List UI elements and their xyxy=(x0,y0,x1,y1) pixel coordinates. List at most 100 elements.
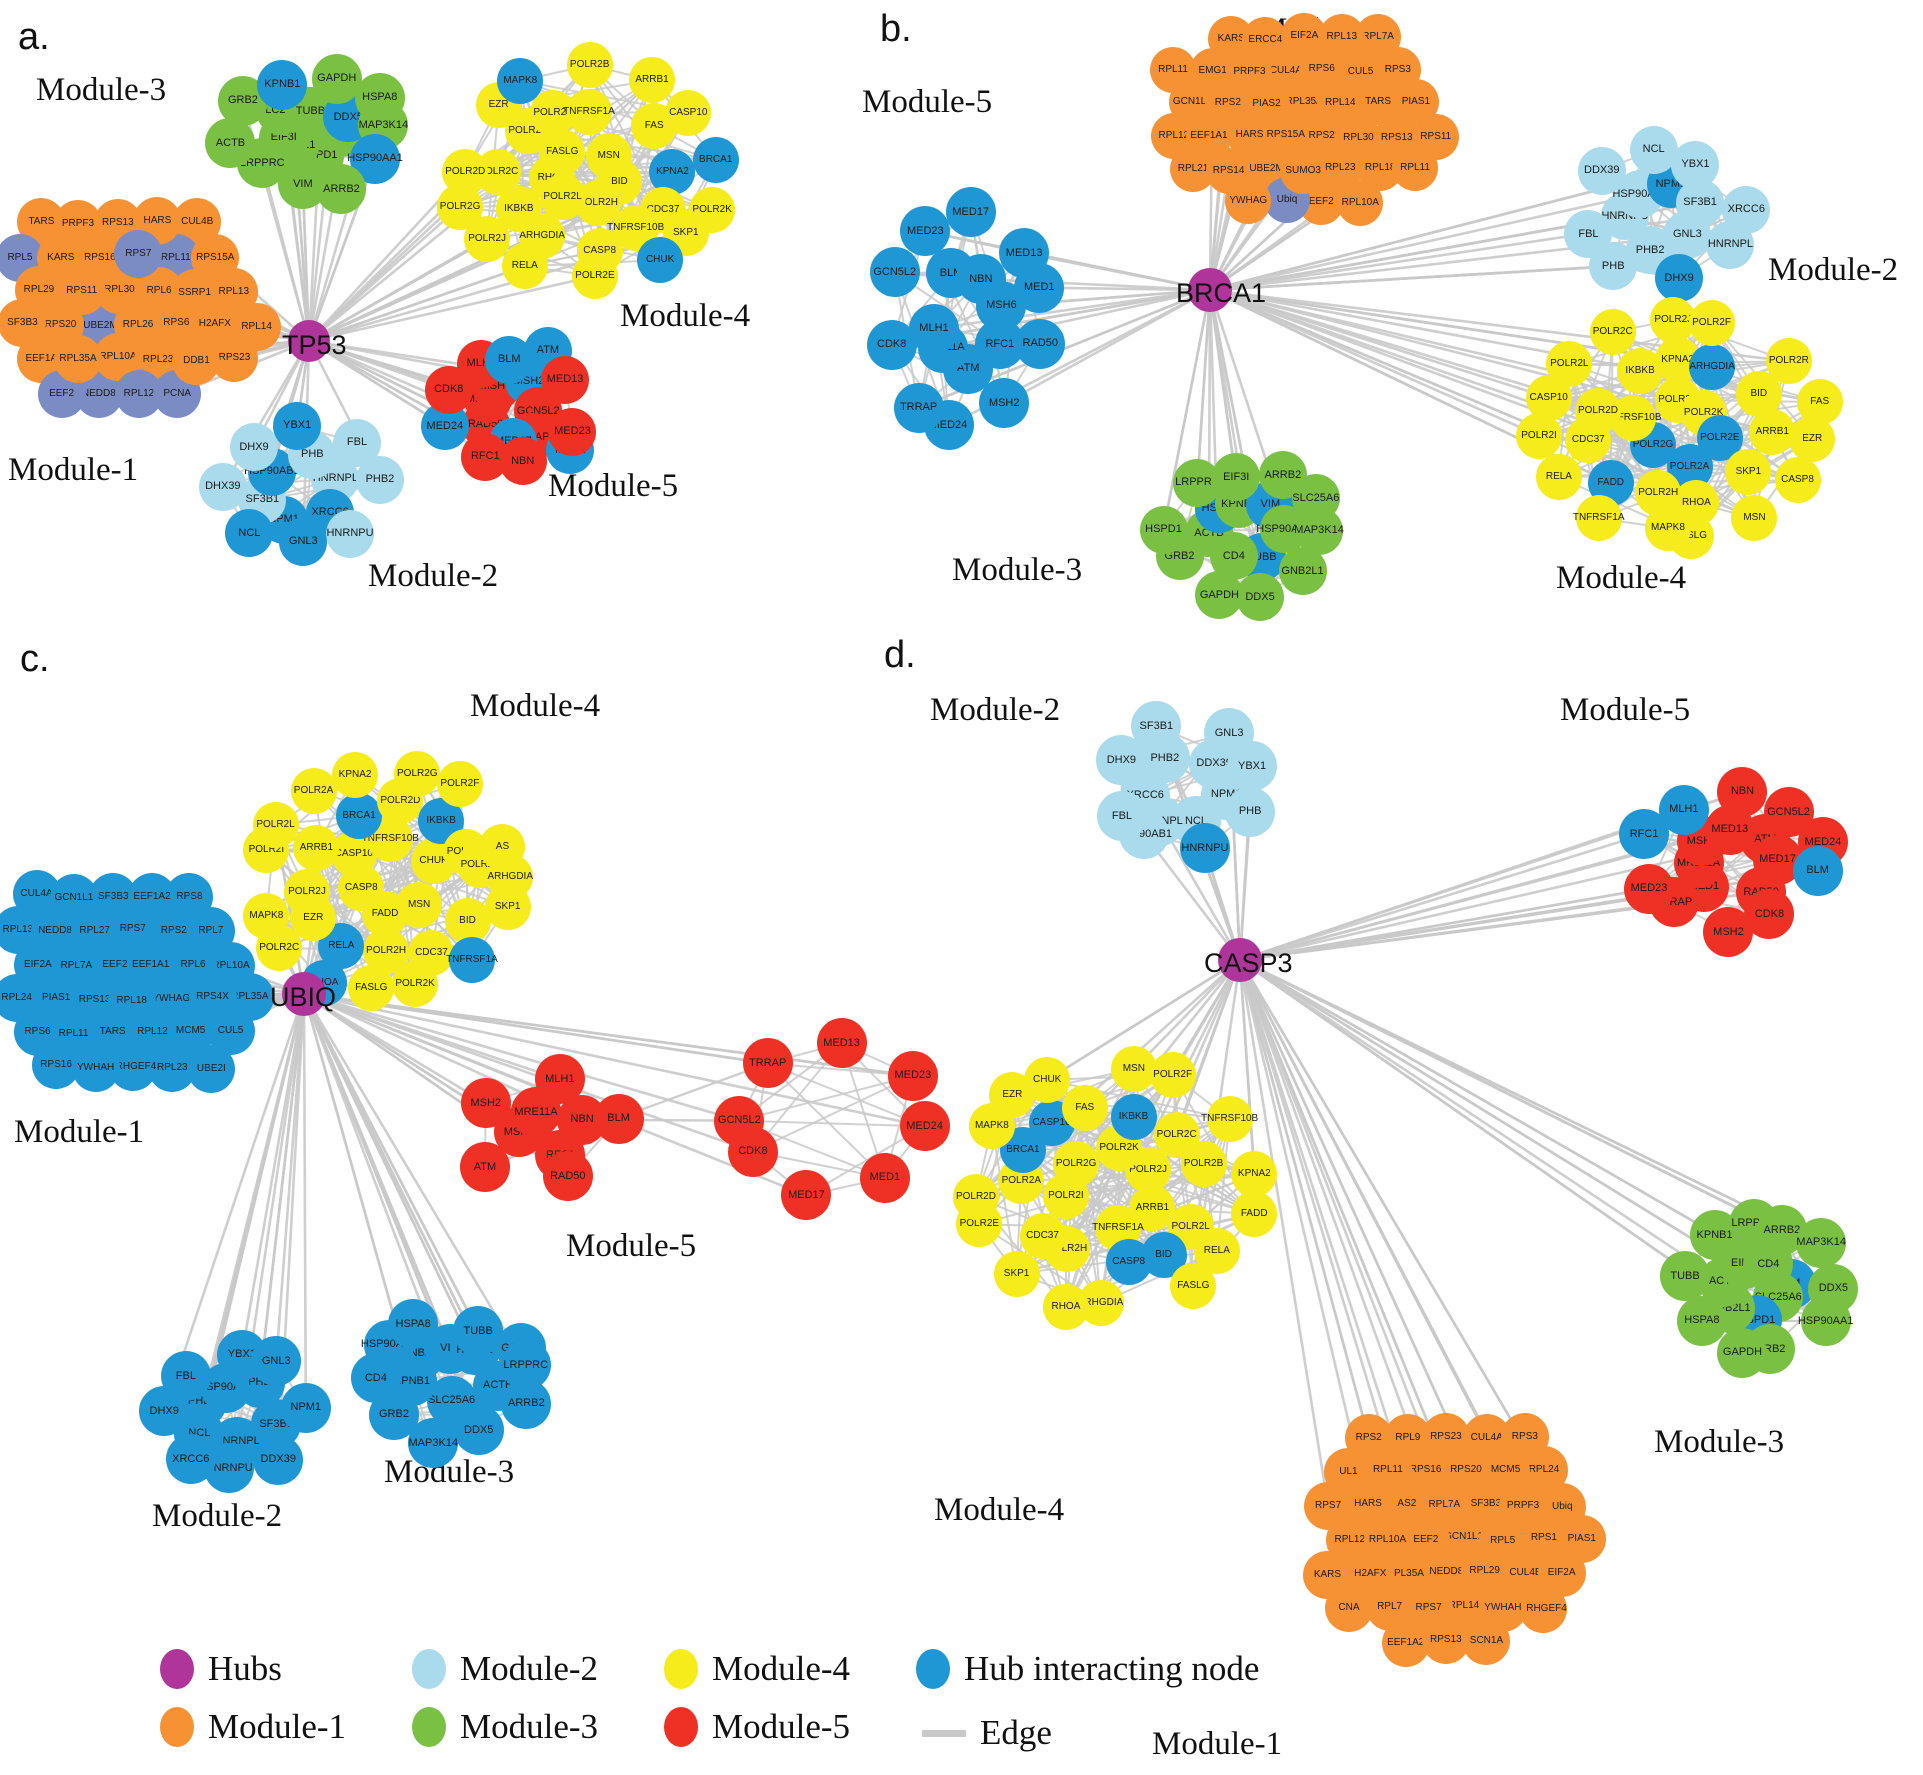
panel-d-m2-node-phb[interactable]: PHB xyxy=(1225,786,1276,837)
panel-a-m1-node-ddb1[interactable]: DDB1 xyxy=(172,336,221,385)
panel-c-m1-node-ywhah[interactable]: YWHAH xyxy=(71,1043,120,1092)
panel-b-m3-node-eif3i[interactable]: EIF3I xyxy=(1212,453,1261,502)
panel-b-m1-node-rpl10a[interactable]: RPL10A xyxy=(1337,179,1384,226)
panel-d-m1-node-rps3[interactable]: RPS3 xyxy=(1500,1413,1549,1462)
panel-c-m4-node-tnfrsf1a[interactable]: TNFRSF1A xyxy=(446,936,498,983)
panel-d-m2-node-hnrnpu[interactable]: HNRNPU xyxy=(1179,823,1230,873)
panel-b-m2-node-ybx1[interactable]: YBX1 xyxy=(1671,140,1720,189)
panel-b-m4-node-casp8[interactable]: CASP8 xyxy=(1774,457,1821,504)
hub-node-brca1[interactable] xyxy=(1188,268,1232,312)
panel-d-m3-node-map3k14[interactable]: MAP3K14 xyxy=(1796,1217,1847,1268)
panel-c-m5b-node-med24[interactable]: MED24 xyxy=(899,1101,950,1152)
panel-c-m5b-node-med23[interactable]: MED23 xyxy=(887,1050,938,1101)
panel-b-m1-node-eif2a[interactable]: EIF2A xyxy=(1281,12,1328,59)
panel-b-m1-node-eef1a1[interactable]: EEF1A1 xyxy=(1186,113,1232,160)
panel-a-m4-node-polr2b[interactable]: POLR2B xyxy=(566,42,613,89)
panel-b-m4-node-polr2c[interactable]: POLR2C xyxy=(1589,308,1636,355)
panel-d-m1-node-rpl5[interactable]: RPL5 xyxy=(1478,1516,1527,1565)
panel-a-m1-node-rpl35a[interactable]: RPL35A xyxy=(54,334,103,383)
panel-c-m3-node-arrb2[interactable]: ARRB2 xyxy=(501,1378,552,1429)
panel-d-m2-node-fbl[interactable]: FBL xyxy=(1096,791,1147,842)
panel-c-m5a-node-msh2[interactable]: MSH2 xyxy=(460,1078,511,1129)
panel-c-m5b-node-med1[interactable]: MED1 xyxy=(859,1152,910,1203)
panel-d-m1-node-rps23[interactable]: RPS23 xyxy=(1421,1412,1470,1461)
panel-b-m2-node-ncl[interactable]: NCL xyxy=(1629,125,1678,174)
panel-a-m1-node-ssrp1[interactable]: SSRP1 xyxy=(170,268,219,317)
panel-c-m2-node-xrcc6[interactable]: XRCC6 xyxy=(165,1434,216,1485)
panel-b-m5-node-rad50[interactable]: RAD50 xyxy=(1015,318,1066,369)
panel-d-m3-node-tubb[interactable]: TUBB xyxy=(1660,1251,1711,1302)
panel-d-m4-node-tnfrsf10b[interactable]: TNFRSF10B xyxy=(1201,1096,1258,1143)
panel-c-m1-node-rps4x[interactable]: RPS4X xyxy=(188,973,237,1022)
panel-d-m4-node-polr2d[interactable]: POLR2D xyxy=(952,1174,999,1221)
panel-d-m3-node-hsp90aa1[interactable]: HSP90AA1 xyxy=(1798,1296,1853,1347)
panel-a-m2-node-hnrnpu[interactable]: HNRNPU xyxy=(326,509,375,558)
panel-d-m4-node-casp8[interactable]: CASP8 xyxy=(1105,1239,1152,1286)
panel-c-m4-node-polr2k[interactable]: POLR2K xyxy=(392,960,439,1007)
panel-d-m1-node-rpl11[interactable]: RPL11 xyxy=(1363,1446,1412,1495)
panel-b-m4-node-tnfrsf1a[interactable]: TNFRSF1A xyxy=(1573,495,1625,542)
panel-d-m4-node-chuk[interactable]: CHUK xyxy=(1024,1056,1071,1103)
panel-a-m1-node-rpl26[interactable]: RPL26 xyxy=(114,300,163,349)
panel-b-m1-node-rpl11[interactable]: RPL11 xyxy=(1392,144,1439,191)
panel-b-m4-node-skp1[interactable]: SKP1 xyxy=(1725,448,1772,495)
panel-c-m5b-node-cdk8[interactable]: CDK8 xyxy=(727,1126,778,1177)
panel-c-m4-node-polr2l[interactable]: POLR2L xyxy=(252,801,299,848)
panel-c-m1-node-rpl27[interactable]: RPL27 xyxy=(70,907,119,956)
panel-a-m2-node-gnl3[interactable]: GNL3 xyxy=(279,517,328,566)
panel-a-m5-node-rfc1[interactable]: RFC1 xyxy=(461,432,510,481)
panel-d-m4-node-faslg[interactable]: FASLG xyxy=(1170,1262,1217,1309)
panel-b-m5-node-med17[interactable]: MED17 xyxy=(945,187,996,238)
panel-c-m5a-node-rad50[interactable]: RAD50 xyxy=(542,1151,593,1202)
panel-a-m1-node-prpf3[interactable]: PRPF3 xyxy=(53,199,102,248)
panel-b-m3-node-map3k14[interactable]: MAP3K14 xyxy=(1294,506,1344,555)
panel-d-m4-node-fadd[interactable]: FADD xyxy=(1231,1190,1278,1237)
panel-d-m5-node-blm[interactable]: BLM xyxy=(1792,845,1843,896)
panel-c-m2-node-fbl[interactable]: FBL xyxy=(160,1351,211,1402)
panel-b-m1-node-ywhag[interactable]: YWHAG xyxy=(1225,177,1272,224)
panel-a-m2-node-dhx9[interactable]: DHX9 xyxy=(229,423,278,472)
panel-a-m2-node-fbl[interactable]: FBL xyxy=(333,418,381,467)
panel-b-m5-node-gcn5l2[interactable]: GCN5L2 xyxy=(869,247,920,298)
panel-c-m3-node-ddx5[interactable]: DDX5 xyxy=(453,1405,504,1456)
panel-b-m4-node-rela[interactable]: RELA xyxy=(1535,454,1582,501)
panel-c-m1-node-rpl18[interactable]: RPL18 xyxy=(107,976,156,1025)
panel-a-m5-node-med13[interactable]: MED13 xyxy=(541,355,590,404)
panel-d-m1-node-eif2a[interactable]: EIF2A xyxy=(1537,1549,1586,1598)
panel-a-m4-node-polr2e[interactable]: POLR2E xyxy=(571,253,618,300)
panel-b-m4-node-polr2f[interactable]: POLR2F xyxy=(1688,299,1735,346)
panel-d-m1-node-kars[interactable]: KARS xyxy=(1303,1550,1352,1599)
panel-c-m4-node-polr2f[interactable]: POLR2F xyxy=(436,760,483,807)
panel-c-m4-node-arrb1[interactable]: ARRB1 xyxy=(293,824,340,871)
panel-c-m4-node-brca1[interactable]: BRCA1 xyxy=(336,792,383,839)
panel-c-m5b-node-med13[interactable]: MED13 xyxy=(816,1018,867,1069)
panel-c-m5b-node-trrap[interactable]: TRRAP xyxy=(742,1038,793,1089)
panel-d-m2-node-ybx1[interactable]: YBX1 xyxy=(1227,741,1278,792)
panel-c-m3-node-tubb[interactable]: TUBB xyxy=(453,1306,504,1357)
panel-b-m2-node-dhx9[interactable]: DHX9 xyxy=(1655,254,1704,303)
panel-a-m2-node-ybx1[interactable]: YBX1 xyxy=(273,401,322,450)
panel-c-m5a-node-blm[interactable]: BLM xyxy=(593,1093,644,1144)
panel-b-m5-node-med1[interactable]: MED1 xyxy=(1014,262,1065,313)
panel-b-m1-node-sumo3[interactable]: SUMO3 xyxy=(1280,147,1327,194)
panel-b-m5-node-cdk8[interactable]: CDK8 xyxy=(866,319,917,370)
panel-c-m4-node-arhgdia[interactable]: ARHGDIA xyxy=(487,853,534,900)
panel-c-m4-node-faslg[interactable]: FASLG xyxy=(348,964,395,1011)
panel-c-m2-node-npm1[interactable]: NPM1 xyxy=(280,1382,331,1433)
panel-c-m4-node-mapk8[interactable]: MAPK8 xyxy=(243,892,290,939)
hub-node-ubiq[interactable] xyxy=(282,972,326,1016)
panel-a-m4-node-tnfrsf1a[interactable]: TNFRSF1A xyxy=(563,89,615,136)
panel-a-m5-node-med23[interactable]: MED23 xyxy=(548,407,597,456)
panel-a-m4-node-chuk[interactable]: CHUK xyxy=(637,237,684,284)
panel-d-m4-node-ikbkb[interactable]: IKBKB xyxy=(1110,1094,1157,1141)
panel-b-m2-node-fbl[interactable]: FBL xyxy=(1564,210,1613,259)
panel-a-m2-node-dhx39[interactable]: DHX39 xyxy=(198,462,247,511)
panel-b-m1-node-ercc4[interactable]: ERCC4 xyxy=(1242,16,1289,63)
panel-c-m5a-node-atm[interactable]: ATM xyxy=(459,1142,510,1192)
panel-d-m4-node-skp1[interactable]: SKP1 xyxy=(993,1250,1040,1297)
hub-node-tp53[interactable] xyxy=(288,320,330,362)
panel-b-m4-node-mapk8[interactable]: MAPK8 xyxy=(1644,505,1691,552)
panel-d-m4-node-fas[interactable]: FAS xyxy=(1061,1085,1108,1132)
panel-b-m4-node-polr2r[interactable]: POLR2R xyxy=(1765,338,1812,385)
panel-c-m4-node-polr2a[interactable]: POLR2A xyxy=(290,768,337,815)
